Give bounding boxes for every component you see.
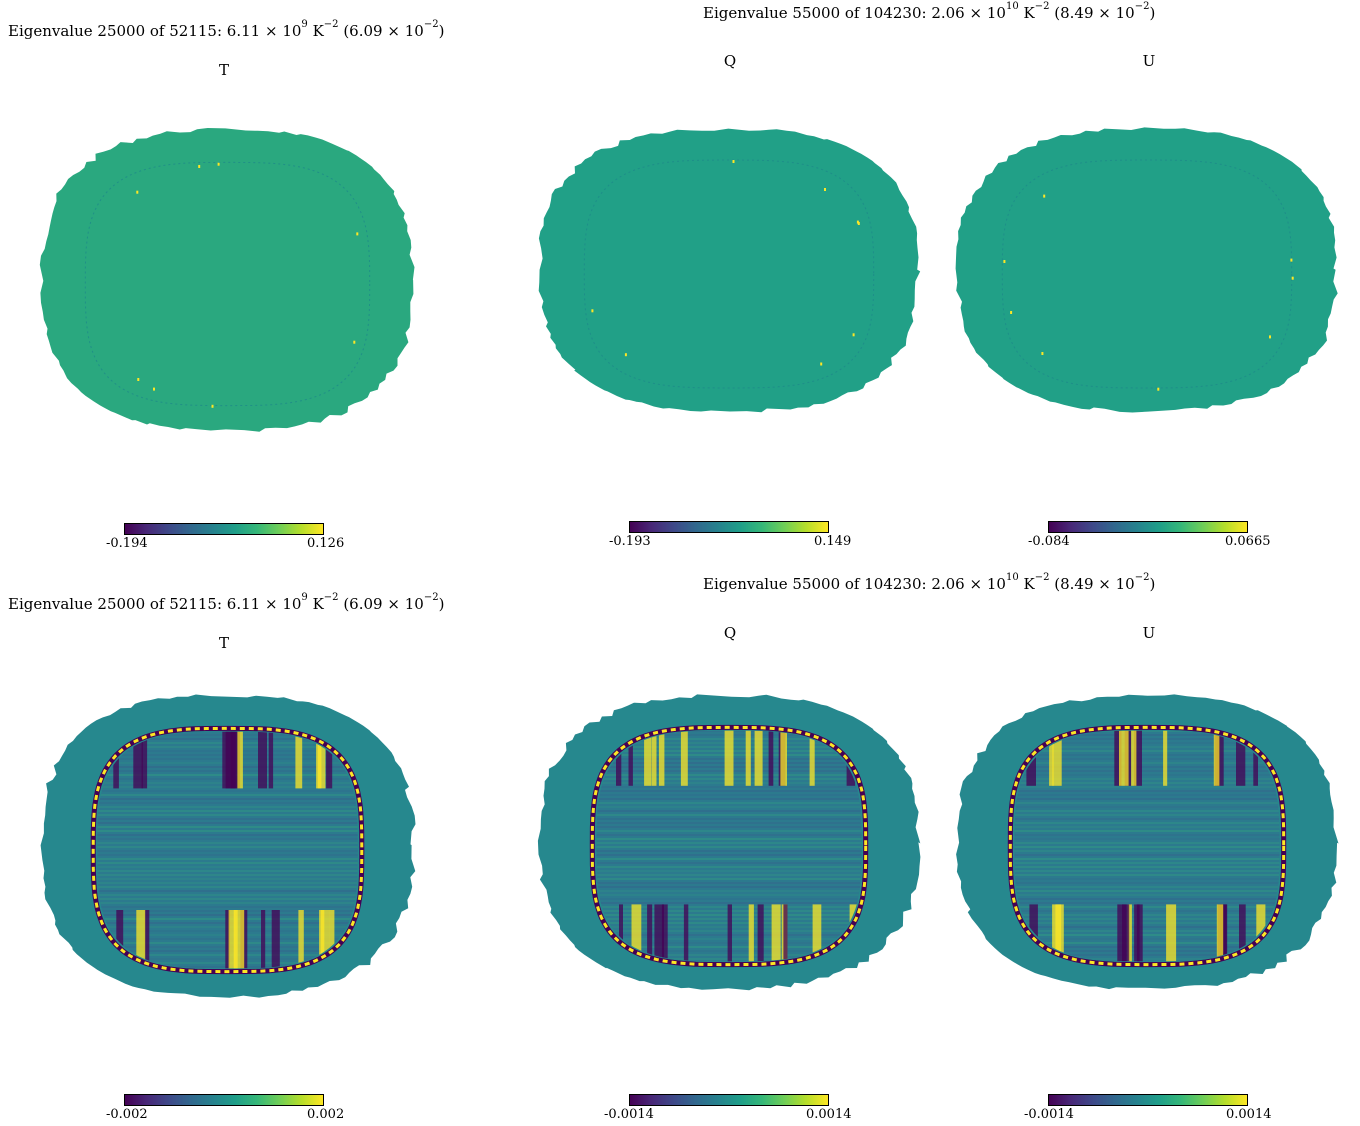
- panel-label-r1-Q: Q: [723, 52, 737, 70]
- colorbar-max-r2-Q: 0.0014: [806, 1107, 852, 1122]
- map-ring: [583, 159, 875, 389]
- map-ring: [1001, 159, 1293, 389]
- colorbar-max-r1-T: 0.126: [307, 536, 345, 551]
- colorbar-max-r2-U: 0.0014: [1226, 1107, 1272, 1122]
- colorbar-r2-Q: [629, 1094, 829, 1106]
- title-row1-right: Eigenvalue 55000 of 104230: 2.06 × 1010 …: [703, 1, 1156, 22]
- map-interior: [97, 731, 358, 969]
- title-row1-left: Eigenvalue 25000 of 52115: 6.11 × 109 K−…: [8, 19, 445, 40]
- colorbar-r1-Q: [629, 521, 829, 533]
- map-r1-Q: [538, 128, 921, 413]
- map-r1-T: [39, 128, 415, 432]
- colorbar-r1-T: [124, 523, 324, 535]
- panel-label-r2-U: U: [1142, 624, 1156, 642]
- colorbar-max-r1-U: 0.0665: [1225, 534, 1271, 549]
- colorbar-min-r1-T: -0.194: [106, 536, 148, 551]
- map-footprint: [538, 128, 921, 413]
- colorbar-min-r1-U: -0.084: [1028, 534, 1070, 549]
- map-r1-U: [955, 127, 1338, 413]
- colorbar-r2-U: [1048, 1094, 1248, 1106]
- colorbar-min-r1-Q: -0.193: [609, 534, 651, 549]
- colorbar-min-r2-T: -0.002: [106, 1107, 148, 1122]
- panel-label-r1-T: T: [218, 61, 229, 79]
- colorbar-r2-T: [124, 1094, 324, 1106]
- colorbar-max-r2-T: 0.002: [307, 1107, 345, 1122]
- map-footprint: [39, 128, 415, 432]
- title-row2-left: Eigenvalue 25000 of 52115: 6.11 × 109 K−…: [8, 592, 445, 613]
- map-r2-Q: [537, 694, 921, 991]
- map-r2-U: [956, 694, 1339, 990]
- map-interior: [1014, 730, 1280, 962]
- panel-label-r2-T: T: [218, 634, 229, 652]
- panel-label-r2-Q: Q: [723, 624, 737, 642]
- colorbar-max-r1-Q: 0.149: [814, 534, 852, 549]
- map-footprint: [955, 127, 1338, 413]
- colorbar-min-r2-Q: -0.0014: [604, 1107, 654, 1122]
- map-ring: [84, 161, 371, 407]
- map-interior: [596, 730, 862, 962]
- panel-label-r1-U: U: [1142, 52, 1156, 70]
- title-row2-right: Eigenvalue 55000 of 104230: 2.06 × 1010 …: [703, 572, 1156, 593]
- colorbar-r1-U: [1048, 521, 1248, 533]
- map-r2-T: [40, 694, 416, 998]
- colorbar-min-r2-U: -0.0014: [1024, 1107, 1074, 1122]
